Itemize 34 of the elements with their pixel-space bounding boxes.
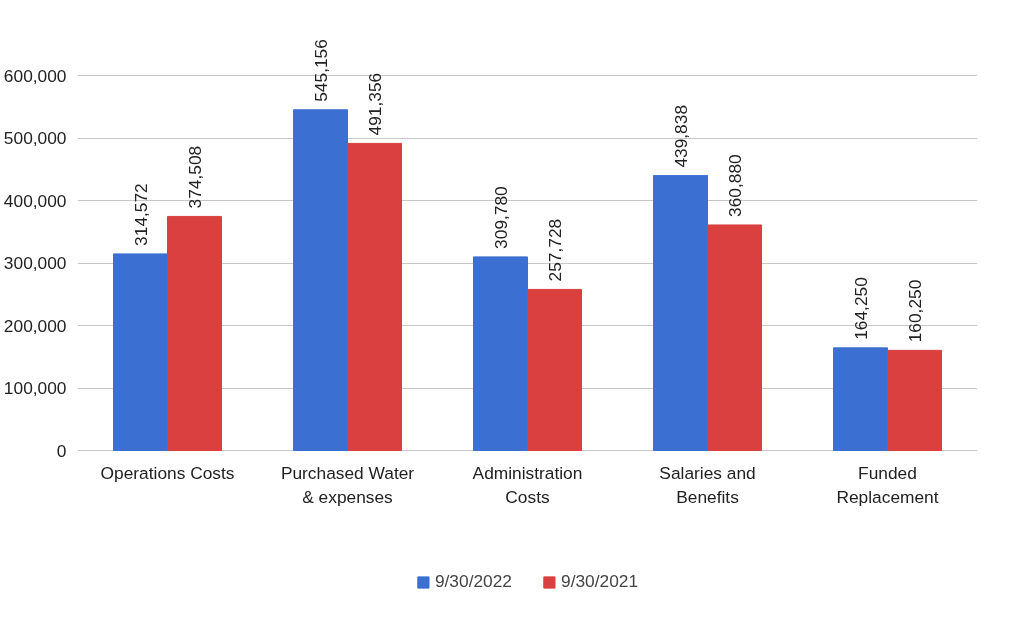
bar	[707, 224, 762, 451]
x-tick-label: Salaries and Benefits	[659, 462, 756, 507]
data-label: 545,156	[310, 39, 331, 102]
legend-label: 9/30/2021	[561, 571, 639, 592]
y-tick-label: 500,000	[3, 128, 67, 148]
x-tick-label: Operations Costs	[100, 462, 235, 483]
data-label: 309,780	[490, 186, 511, 249]
data-label: 160,250	[904, 279, 925, 343]
y-tick-label: 400,000	[3, 190, 67, 211]
data-label: 257,728	[544, 218, 565, 282]
y-tick-label: 0	[56, 440, 67, 461]
y-tick-label: 600,000	[3, 65, 67, 86]
legend-label: 9/30/2022	[434, 571, 512, 592]
x-tick-label: Administration Costs	[472, 462, 583, 507]
bar	[833, 347, 888, 451]
data-label: 439,838	[670, 104, 691, 168]
y-tick-label: 300,000	[3, 253, 67, 273]
data-label: 314,572	[130, 183, 151, 246]
bar	[293, 109, 348, 451]
bar	[347, 142, 402, 451]
bar	[653, 175, 708, 451]
y-tick-label: 100,000	[3, 378, 67, 398]
bar	[473, 256, 528, 451]
data-label: 360,880	[724, 154, 745, 217]
bar	[527, 288, 582, 451]
bar	[887, 349, 942, 451]
data-label: 491,356	[364, 72, 385, 136]
y-tick-label: 200,000	[3, 315, 67, 336]
x-tick-label: Purchased Water & expenses	[280, 462, 415, 507]
data-label: 374,508	[184, 145, 205, 209]
bar	[167, 215, 222, 451]
data-label: 164,250	[850, 277, 871, 340]
bar	[113, 253, 168, 451]
x-tick-label: Funded Replacement	[836, 462, 939, 507]
